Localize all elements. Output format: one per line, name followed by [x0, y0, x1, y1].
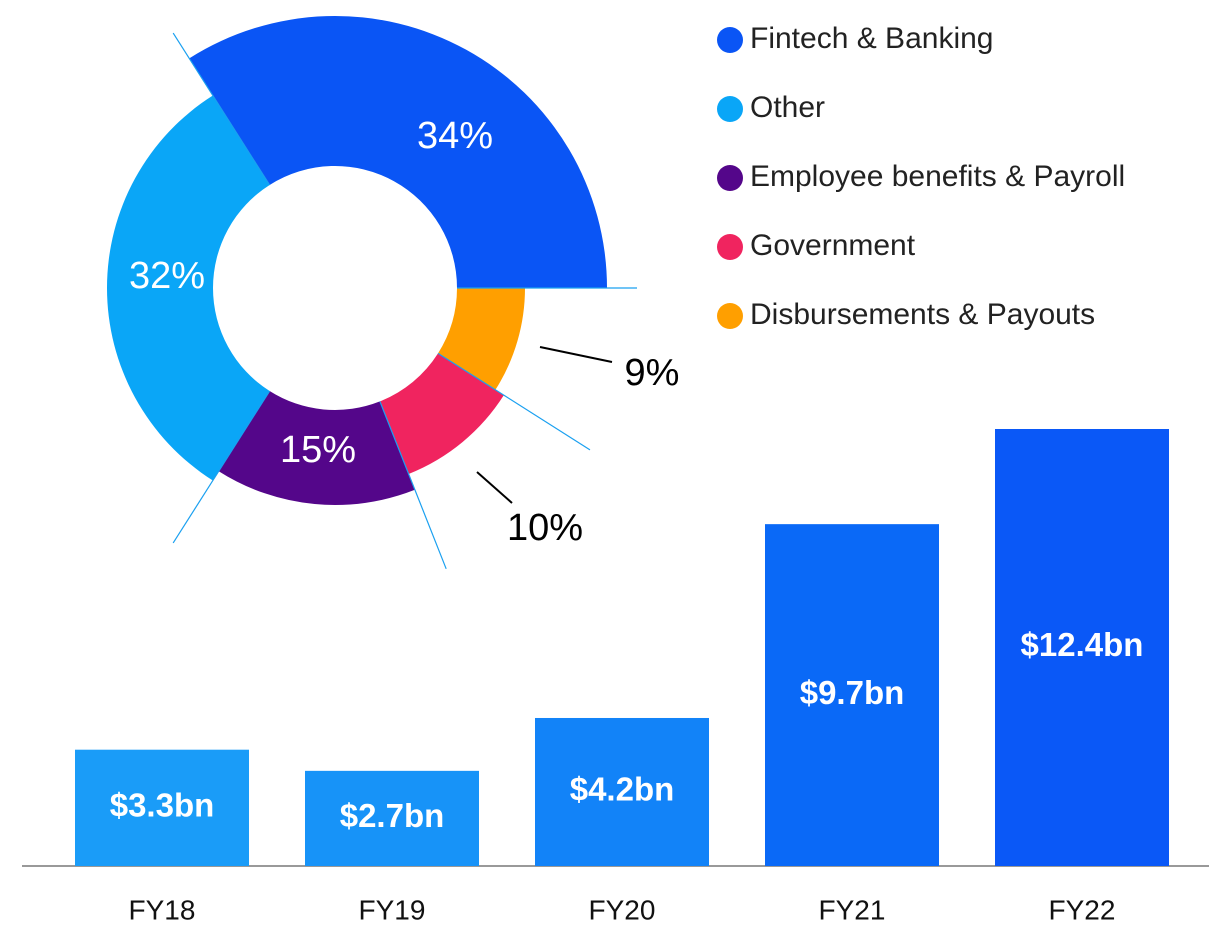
legend-label: Fintech & Banking — [750, 22, 993, 55]
slice-separator — [172, 390, 271, 544]
legend-label: Government — [750, 229, 916, 262]
x-tick-label: FY19 — [359, 894, 426, 925]
legend-swatch — [717, 234, 743, 260]
x-tick-label: FY21 — [819, 894, 886, 925]
x-tick-label: FY22 — [1049, 894, 1116, 925]
bar — [535, 717, 709, 866]
legend-swatch — [717, 303, 743, 329]
legend-swatch — [717, 27, 743, 53]
pie-slice — [379, 353, 504, 474]
bar-value-label: $12.4bn — [1021, 626, 1144, 663]
slice-label: 34% — [417, 115, 493, 157]
legend-label: Employee benefits & Payroll — [750, 160, 1125, 193]
slice-label: 32% — [129, 255, 205, 297]
bar-value-label: $9.7bn — [800, 674, 905, 711]
pie-slice — [438, 288, 526, 390]
slice-label: 9% — [625, 352, 680, 394]
legend-label: Disbursements & Payouts — [750, 298, 1095, 331]
x-tick-label: FY18 — [129, 894, 196, 925]
leader-line — [476, 471, 513, 504]
slice-separator — [379, 401, 447, 570]
bar — [75, 749, 249, 866]
slice-label: 15% — [280, 429, 356, 471]
legend-swatch — [717, 96, 743, 122]
legend-swatch — [717, 165, 743, 191]
bar — [305, 770, 479, 866]
x-tick-label: FY20 — [589, 894, 656, 925]
bar-value-label: $3.3bn — [110, 787, 215, 824]
slice-label: 10% — [507, 507, 583, 549]
slice-separator — [437, 352, 591, 451]
bar — [765, 524, 939, 866]
bar-value-label: $4.2bn — [570, 771, 675, 808]
bar-value-label: $2.7bn — [340, 797, 445, 834]
pie-slice — [218, 391, 415, 505]
slice-separator — [172, 32, 271, 186]
leader-line — [539, 346, 613, 363]
legend-label: Other — [750, 91, 825, 124]
bar — [995, 429, 1169, 866]
pie-slice — [106, 95, 270, 481]
pie-slice — [189, 15, 607, 288]
